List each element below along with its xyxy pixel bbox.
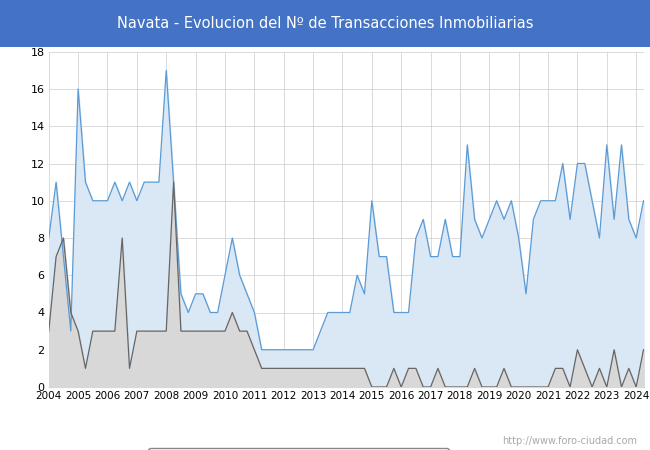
Text: http://www.foro-ciudad.com: http://www.foro-ciudad.com <box>502 436 637 446</box>
Legend: Viviendas Nuevas, Viviendas Usadas: Viviendas Nuevas, Viviendas Usadas <box>148 448 448 450</box>
Text: Navata - Evolucion del Nº de Transacciones Inmobiliarias: Navata - Evolucion del Nº de Transaccion… <box>117 16 533 31</box>
